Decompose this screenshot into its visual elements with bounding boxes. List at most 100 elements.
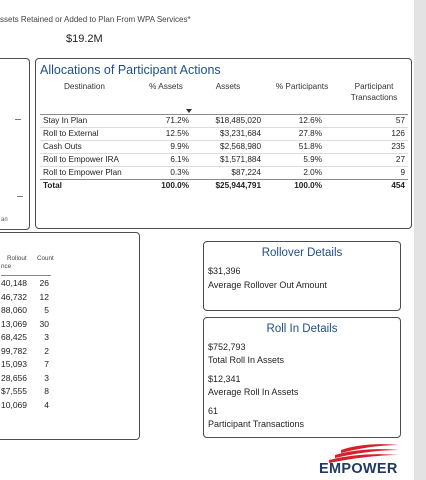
avg-roll-in-value: $12,341 [208,374,241,384]
allocation-row[interactable]: Stay In Plan 71.2% $18,485,020 12.6% 57 [40,113,408,127]
avg-rollover-out-label: Average Rollover Out Amount [208,280,327,290]
roll-in-details-title: Roll In Details [266,323,338,335]
allocation-cell-assets: $1,571,884 [192,152,264,166]
rollout-amount: 10,069 [1,399,27,410]
rollout-row[interactable]: 88,060 5 [1,304,51,318]
allocation-total-assets: $25,944,791 [192,178,264,192]
rollout-amount: 88,060 [1,305,27,315]
col-header-pct-assets-label: % Assets [149,82,183,91]
allocation-cell-pct-participants: 51.8% [264,139,340,153]
allocation-cell-transactions: 27 [340,152,408,166]
allocation-total-transactions: 454 [340,178,408,192]
rollout-row[interactable]: 28,656 3 [1,372,51,386]
rollout-count: 30 [39,318,49,329]
col-header-transactions[interactable]: Participant Transactions [350,82,398,102]
allocation-row[interactable]: Roll to Empower IRA 6.1% $1,571,884 5.9% 27 [40,152,408,166]
allocation-total-pct-participants: 100.0% [264,178,340,192]
allocation-cell-pct-assets: 0.3% [140,165,192,179]
allocation-row[interactable]: Roll to Empower Plan 0.3% $87,224 2.0% 9 [40,165,408,179]
rollout-count: 12 [39,291,49,302]
rollout-row[interactable]: 46,732 12 [1,291,51,305]
left-card-mark [17,196,23,197]
assets-retained-caption: ssets Retained or Added to Plan From WPA… [0,15,191,24]
rollout-row[interactable]: 13,069 30 [1,318,51,332]
allocation-row[interactable]: Roll to External 12.5% $3,231,684 27.8% 126 [40,126,408,140]
col-header-pct-assets[interactable]: % Assets [140,81,192,114]
rollout-header-line1: Rollout [7,255,27,262]
rollout-count: 3 [44,332,49,342]
rollout-row[interactable]: 10,069 4 [1,399,51,413]
rollover-details-card: Rollover Details $31,396 Average Rollove… [203,241,401,311]
empower-logo-text: EMPOWER [319,461,398,477]
left-summary-card: an [0,58,30,230]
allocation-cell-pct-assets: 12.5% [140,126,192,140]
allocation-cell-transactions: 57 [340,113,408,127]
col-header-assets[interactable]: Assets [215,82,241,91]
sort-desc-icon[interactable] [186,108,192,113]
left-card-mark [15,119,21,120]
col-header-destination[interactable]: Destination [64,82,105,91]
rollout-count: 3 [44,372,49,383]
allocations-table: Destination % Assets Assets % Participan… [40,81,408,192]
allocation-cell-pct-participants: 5.9% [264,152,340,166]
rollout-count: 8 [44,386,49,396]
avg-roll-in-label: Average Roll In Assets [208,387,299,397]
allocation-cell-assets: $3,231,684 [192,126,264,140]
rollover-details-title: Rollover Details [261,247,343,259]
assets-retained-value: $19.2M [66,33,103,45]
allocations-card: Allocations of Participant Actions Desti… [35,58,412,229]
rollout-amount: 99,782 [1,345,27,356]
rollout-count: 4 [44,399,49,410]
rollout-amount: $7,555 [1,386,27,396]
allocation-row[interactable]: Cash Outs 9.9% $2,568,980 51.8% 235 [40,139,408,153]
allocation-cell-destination: Roll to Empower IRA [40,152,140,166]
avg-rollover-out-value: $31,396 [208,266,241,276]
vertical-scrollbar[interactable] [414,0,426,480]
rollout-amount: 40,148 [1,278,27,288]
empower-logo: EMPOWER [319,441,407,479]
count-column-header[interactable]: Count [37,255,54,262]
col-header-pct-participants[interactable]: % Participants [275,82,329,91]
rollout-row[interactable]: 15,093 7 [1,358,51,372]
allocation-cell-destination: Stay In Plan [40,113,140,127]
participant-transactions-value: 61 [208,406,219,416]
empower-wave-icon [329,444,399,463]
dashboard-canvas: ssets Retained or Added to Plan From WPA… [0,0,414,480]
rollout-amount: 28,656 [1,372,27,383]
allocation-total-row: Total 100.0% $25,944,791 100.0% 454 [40,178,408,192]
allocation-cell-destination: Roll to External [40,126,140,140]
allocation-cell-pct-participants: 27.8% [264,126,340,140]
allocations-title: Allocations of Participant Actions [40,63,221,77]
allocation-total-pct-assets: 100.0% [140,178,192,192]
allocation-cell-destination: Cash Outs [40,139,140,153]
rollout-distribution-card: Rollout nce Count 40,148 26 46,732 12 88,060… [0,232,140,440]
allocation-cell-assets: $87,224 [192,165,264,179]
rollout-row[interactable]: $7,555 8 [1,385,51,399]
rollout-header-line2: nce [1,263,12,270]
allocation-cell-pct-participants: 2.0% [264,165,340,179]
roll-in-details-card: Roll In Details $752,793 Total Roll In A… [203,317,401,438]
participant-transactions-label: Participant Transactions [208,419,305,429]
allocation-total-label: Total [40,178,140,192]
rollout-count: 2 [44,345,49,356]
allocation-cell-assets: $2,568,980 [192,139,264,153]
rollout-amount: 15,093 [1,359,27,369]
rollout-count: 5 [44,305,49,315]
allocation-cell-pct-assets: 71.2% [140,113,192,127]
allocation-cell-pct-assets: 6.1% [140,152,192,166]
allocation-cell-transactions: 235 [340,139,408,153]
allocation-cell-transactions: 126 [340,126,408,140]
rollout-row[interactable]: 99,782 2 [1,345,51,359]
allocation-cell-pct-participants: 12.6% [264,113,340,127]
rollout-table-header: Rollout nce Count [1,255,54,271]
rollout-amount: 13,069 [1,318,27,329]
rollout-count: 7 [44,359,49,369]
rollout-row[interactable]: 40,148 26 [1,277,51,291]
rollout-row[interactable]: 68,425 3 [1,331,51,345]
total-roll-in-label: Total Roll In Assets [208,355,285,365]
rollout-count: 26 [39,278,49,288]
rollout-amount: 68,425 [1,332,27,342]
rollout-header-divider [1,275,51,276]
allocation-cell-assets: $18,485,020 [192,113,264,127]
allocation-cell-destination: Roll to Empower Plan [40,165,140,179]
